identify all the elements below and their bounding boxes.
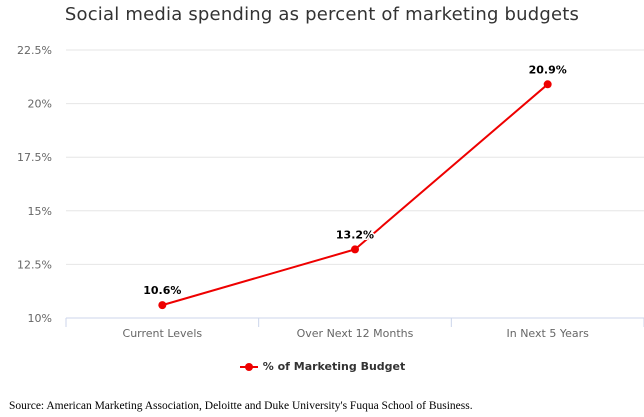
- y-tick-label: 15%: [28, 205, 52, 218]
- x-tick-label: Over Next 12 Months: [297, 327, 414, 340]
- y-tick-label: 22.5%: [17, 44, 52, 57]
- data-point: [158, 301, 167, 310]
- x-axis-tick-labels: Current Levels Over Next 12 Months In Next…: [123, 327, 590, 340]
- y-tick-label: 17.5%: [17, 151, 52, 164]
- source-note: Source: American Marketing Association, …: [9, 400, 473, 412]
- y-tick-label: 20%: [28, 98, 52, 111]
- y-tick-label: 10%: [28, 312, 52, 325]
- legend-item-label[interactable]: % of Marketing Budget: [262, 360, 406, 373]
- data-point: [543, 80, 552, 89]
- series-line-group: [158, 80, 552, 310]
- data-labels: 10.6% 13.2% 20.9%: [142, 62, 569, 299]
- legend-marker-icon: [239, 362, 258, 371]
- gridlines: [66, 49, 644, 265]
- data-label: 10.6%: [143, 284, 181, 297]
- legend[interactable]: % of Marketing Budget: [0, 360, 644, 373]
- x-tick-label: Current Levels: [123, 327, 203, 340]
- series-line: [161, 83, 549, 307]
- data-label: 13.2%: [336, 228, 374, 241]
- data-label: 20.9%: [529, 63, 567, 76]
- y-axis-tick-labels: 10% 12.5% 15% 17.5% 20% 22.5%: [17, 44, 52, 325]
- y-tick-label: 12.5%: [17, 258, 52, 271]
- x-axis: [65, 317, 644, 327]
- data-point: [351, 245, 359, 254]
- line-chart: 10% 12.5% 15% 17.5% 20% 22.5% Current Levels O…: [17, 44, 644, 340]
- chart-title: Social media spending as percent of mark…: [64, 4, 580, 25]
- x-tick-label: In Next 5 Years: [506, 327, 589, 340]
